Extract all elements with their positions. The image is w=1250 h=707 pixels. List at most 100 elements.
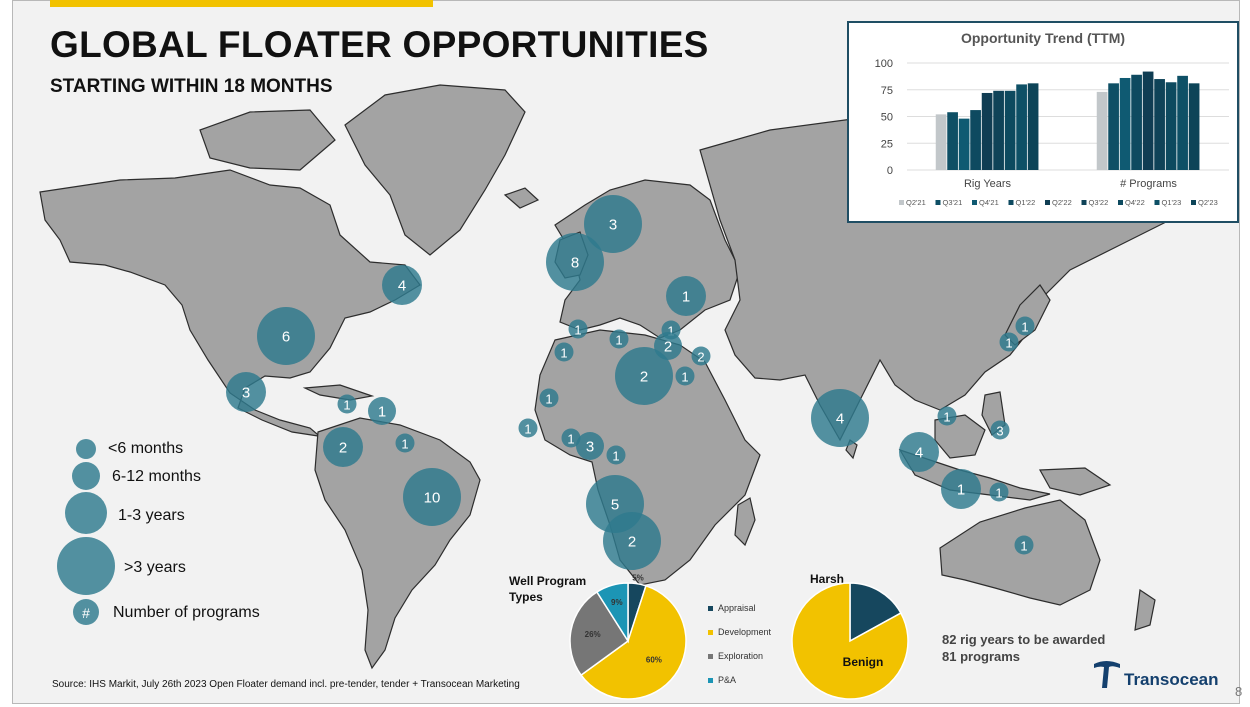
harsh-benign-pie: Benign [791, 582, 909, 700]
swatch-exploration [708, 653, 713, 659]
bubble-libya: 2 [615, 347, 673, 405]
trend-bars: 100 75 50 25 0 Rig Years # Programs Q2'21 Q3'21 Q… [875, 58, 1229, 207]
bar [947, 112, 958, 170]
pie-slice-p-a [595, 582, 629, 644]
land-madagascar [734, 497, 756, 547]
bubble-circle [937, 406, 957, 426]
y-tick-label: 25 [881, 138, 893, 150]
bar [1165, 82, 1177, 170]
bubble-circle [811, 389, 869, 447]
summary-programs: 81 programs [942, 649, 1021, 664]
bubble-circle [576, 432, 604, 460]
legend-symbol-lt6m [76, 439, 96, 459]
bar [1119, 77, 1131, 170]
legend-swatch [1191, 200, 1196, 205]
bar [1027, 83, 1039, 170]
bubble-philippines: 3 [990, 420, 1010, 440]
opportunity-trend-chart: Opportunity Trend (TTM) 100 75 50 25 0 Rig Ye… [847, 21, 1239, 223]
bubble-count: 4 [915, 445, 923, 462]
legend-symbol-1to3y [65, 492, 107, 534]
harsh-label: Harsh [810, 572, 845, 586]
bubble-indonesia: 1 [941, 469, 981, 509]
bubble-count: 2 [664, 339, 672, 356]
bubble-circle [561, 428, 581, 448]
bubble-circle [226, 372, 266, 412]
bubble-brazil: 10 [403, 468, 461, 526]
bubble-count: 3 [242, 385, 250, 402]
logo-text: Transocean [1124, 670, 1219, 689]
legend-development-label: Development [718, 627, 772, 637]
bubble-circle [609, 329, 629, 349]
legend-label: Q2'21 [906, 198, 926, 207]
legend-label: Q3'21 [943, 198, 963, 207]
bubble-circle [568, 319, 588, 339]
bar [1142, 71, 1154, 170]
bubble-count: 1 [667, 324, 674, 339]
swatch-development [708, 629, 713, 635]
legend-label: Q3'22 [1089, 198, 1109, 207]
bar [1131, 74, 1142, 170]
bubble-circle [941, 469, 981, 509]
bubble-count: 5 [611, 497, 619, 514]
bubble-circle [337, 394, 357, 414]
y-tick-label: 75 [881, 85, 893, 97]
y-tick-label: 100 [875, 58, 893, 70]
legend-swatch [1154, 200, 1160, 205]
bubble-count: 1 [560, 346, 567, 361]
bar [1188, 83, 1200, 170]
pie-label: 60% [646, 655, 662, 664]
bubble-circle [403, 468, 461, 526]
bubble-circle [666, 276, 706, 316]
bubble-nigeria: 1 [606, 445, 626, 465]
bubble-mauritania: 1 [539, 388, 559, 408]
bubble-count: 1 [682, 289, 690, 306]
bubble-count: 1 [401, 437, 408, 452]
well-types-legend: Appraisal Development Exploration P&A [708, 596, 771, 692]
swatch-appraisal [708, 605, 713, 611]
bubble-portugal: 1 [568, 319, 588, 339]
page-number: 8 [1235, 684, 1243, 699]
legend-swatch [935, 200, 941, 205]
y-tick-label: 50 [881, 112, 893, 124]
bubble-count: 2 [339, 440, 347, 457]
bubble-circle [257, 307, 315, 365]
bubble-circle [395, 433, 415, 453]
bubble-count: 2 [697, 350, 704, 365]
legend-label: Q4'21 [979, 198, 999, 207]
summary-text: 82 rig years to be awarded 81 programs [942, 631, 1105, 665]
bubble-circle [546, 233, 604, 291]
land-caribbean [302, 384, 375, 401]
bubble-mexico: 3 [226, 372, 266, 412]
category-label: # Programs [1120, 178, 1177, 190]
bubble-circle [554, 342, 574, 362]
bubble-india: 4 [811, 389, 869, 447]
legend-symbol-number [73, 599, 99, 625]
chart-title: Opportunity Trend (TTM) [960, 30, 1126, 46]
bubble-circle [382, 265, 422, 305]
bubble-caribbean: 1 [337, 394, 357, 414]
bubble-circle [323, 427, 363, 467]
legend-label: Q1'23 [1162, 198, 1182, 207]
legend-label: Q2'22 [1052, 198, 1072, 207]
accent-bar [50, 0, 433, 7]
bubble-colombia: 2 [323, 427, 363, 467]
bar [981, 92, 993, 170]
legend-exploration-label: Exploration [718, 651, 764, 661]
legend-label-number: Number of programs [113, 604, 260, 621]
bar [1004, 90, 1016, 170]
legend-symbol-6to12m [72, 462, 100, 490]
bubble-morocco: 1 [554, 342, 574, 362]
legend-swatch [972, 200, 977, 205]
bubble-guyana: 1 [395, 433, 415, 453]
legend-label: Q4'22 [1125, 198, 1145, 207]
benign-label: Benign [843, 655, 884, 669]
summary-rig-years: 82 rig years to be awarded [942, 632, 1106, 647]
land-arctic-islands [199, 109, 336, 171]
legend-exploration: Exploration [708, 644, 771, 668]
land-new-guinea [1039, 467, 1112, 496]
bubble-circle [615, 347, 673, 405]
bubble-count: 8 [571, 255, 579, 272]
bubble-malaysia: 4 [899, 432, 939, 472]
bubble-timor-sea: 1 [989, 482, 1009, 502]
